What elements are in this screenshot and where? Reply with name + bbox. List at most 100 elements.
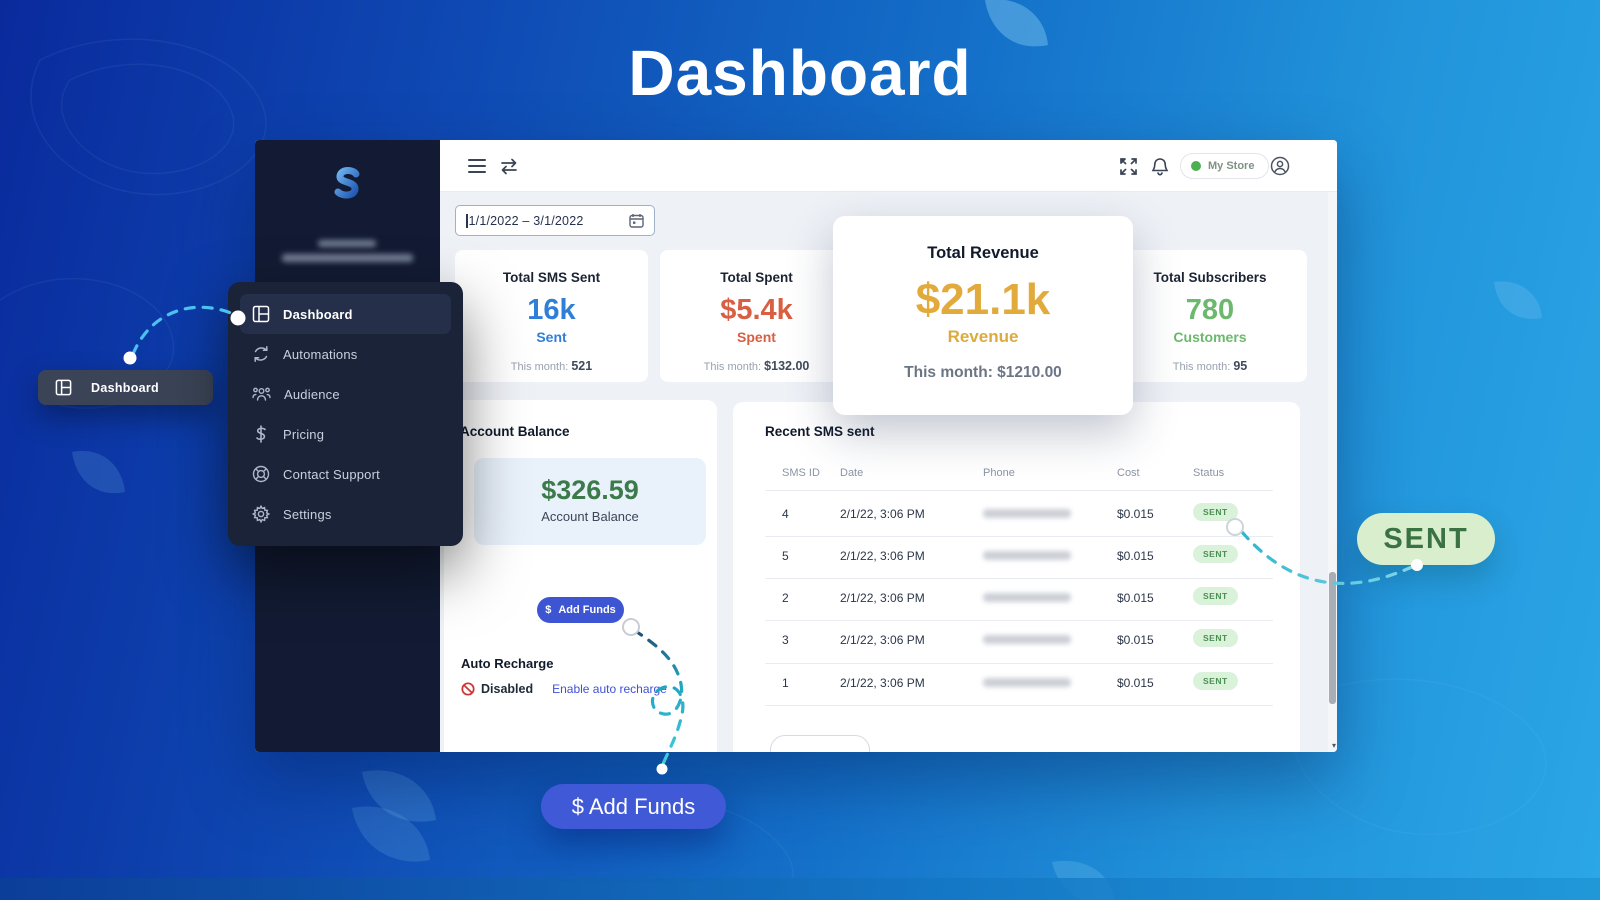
- date-range-input[interactable]: 1/1/2022 – 3/1/2022: [455, 205, 655, 236]
- status-badge: SENT: [1193, 503, 1238, 521]
- window-scrollbar[interactable]: ▾: [1328, 192, 1337, 752]
- swap-arrows-icon[interactable]: [497, 154, 521, 178]
- account-balance-card: Account Balance $326.59 Account Balance …: [444, 400, 717, 752]
- balance-heading: Account Balance: [460, 424, 570, 439]
- cell-cost: $0.015: [1117, 633, 1154, 647]
- callout-label: Dashboard: [91, 380, 159, 395]
- dashboard-icon: [252, 305, 270, 323]
- col-header-phone: Phone: [983, 467, 1015, 479]
- sidebar-item-pricing[interactable]: Pricing: [240, 414, 451, 454]
- cell-phone-blurred: [983, 551, 1071, 560]
- app-window: My Store 1/1/2022 – 3/1/2022 Total SMS S…: [255, 140, 1337, 752]
- stat-card-total-revenue: Total Revenue $21.1k Revenue This month:…: [833, 216, 1133, 415]
- bottom-accent-band: [0, 878, 1600, 900]
- status-badge: SENT: [1193, 587, 1238, 605]
- cell-sms-id: 1: [782, 676, 789, 690]
- stat-label: Customers: [1173, 329, 1247, 345]
- table-heading: Recent SMS sent: [765, 424, 875, 439]
- col-header-date: Date: [840, 467, 864, 479]
- store-label: My Store: [1208, 160, 1255, 172]
- pricing-icon: [256, 425, 266, 443]
- sidebar-item-label: Pricing: [283, 426, 325, 442]
- cell-cost: $0.015: [1117, 507, 1154, 521]
- disabled-icon: [461, 682, 475, 696]
- stat-title: Total Spent: [720, 270, 793, 285]
- sidebar-item-contact-support[interactable]: Contact Support: [240, 454, 451, 494]
- cell-sms-id: 4: [782, 507, 789, 521]
- cell-cost: $0.015: [1117, 549, 1154, 563]
- scrollbar-thumb[interactable]: [1329, 572, 1336, 704]
- auto-recharge-status-row: Disabled Enable auto recharge: [461, 682, 667, 696]
- calendar-icon[interactable]: [629, 213, 644, 228]
- stat-title: Total Revenue: [927, 244, 1039, 262]
- cell-cost: $0.015: [1117, 676, 1154, 690]
- cell-sms-id: 3: [782, 633, 789, 647]
- connector-dot: [656, 763, 668, 775]
- sent-callout-pill: SENT: [1357, 513, 1495, 565]
- table-row[interactable]: 3 2/1/22, 3:06 PM $0.015 SENT: [733, 620, 1300, 662]
- table-row[interactable]: 5 2/1/22, 3:06 PM $0.015 SENT: [733, 536, 1300, 578]
- cell-sms-id: 2: [782, 591, 789, 605]
- sidebar-item-label: Settings: [283, 506, 332, 522]
- dollar-icon: $: [545, 604, 552, 616]
- stat-value: 16k: [527, 294, 576, 326]
- sidebar-item-label: Contact Support: [283, 466, 380, 482]
- recent-sms-card: Recent SMS sent SMS ID Date Phone Cost S…: [733, 402, 1300, 752]
- load-more-button-partial[interactable]: [770, 735, 870, 752]
- add-funds-callout-button[interactable]: $ Add Funds: [541, 784, 726, 829]
- sidebar-item-automations[interactable]: Automations: [240, 334, 451, 374]
- cell-phone-blurred: [983, 509, 1071, 518]
- stat-label: Sent: [536, 329, 567, 345]
- stat-card-total-spent: Total Spent $5.4k Spent This month: $132…: [660, 250, 853, 382]
- stat-card-total-sms: Total SMS Sent 16k Sent This month: 521: [455, 250, 648, 382]
- audience-icon: [252, 387, 271, 401]
- store-selector[interactable]: My Store: [1180, 153, 1270, 179]
- status-label: Disabled: [481, 682, 534, 696]
- stat-value: $5.4k: [720, 294, 793, 326]
- account-icon[interactable]: [1268, 154, 1292, 178]
- sidebar-item-label: Audience: [284, 386, 340, 402]
- stat-value: 780: [1185, 294, 1235, 326]
- dash-line-dashboard: [131, 305, 238, 356]
- cell-cost: $0.015: [1117, 591, 1154, 605]
- stat-month: This month: 95: [1172, 359, 1248, 373]
- fullscreen-icon[interactable]: [1116, 154, 1140, 178]
- table-row[interactable]: 4 2/1/22, 3:06 PM $0.015 SENT: [733, 494, 1300, 536]
- callout-label: SENT: [1383, 522, 1469, 555]
- status-badge: SENT: [1193, 629, 1238, 647]
- scrollbar-down-arrow[interactable]: ▾: [1331, 741, 1336, 750]
- hamburger-menu-icon[interactable]: [465, 154, 489, 178]
- support-lifebuoy-icon: [252, 465, 270, 483]
- app-logo-icon: [334, 167, 360, 199]
- table-row[interactable]: 1 2/1/22, 3:06 PM $0.015 SENT: [733, 663, 1300, 705]
- sidebar-menu-panel: Dashboard Automations Audience Pricing C…: [228, 282, 463, 546]
- page-title: Dashboard: [628, 37, 972, 109]
- date-range-value: 1/1/2022 – 3/1/2022: [468, 213, 584, 228]
- col-header-status: Status: [1193, 467, 1225, 479]
- stat-label: Revenue: [947, 327, 1019, 346]
- topbar: My Store: [440, 140, 1337, 192]
- cell-date: 2/1/22, 3:06 PM: [840, 591, 925, 605]
- stat-month: This month: $132.00: [703, 359, 810, 373]
- table-row[interactable]: 2 2/1/22, 3:06 PM $0.015 SENT: [733, 578, 1300, 620]
- add-funds-button[interactable]: $ Add Funds: [537, 597, 624, 623]
- status-badge: SENT: [1193, 672, 1238, 690]
- sidebar-item-settings[interactable]: Settings: [240, 494, 451, 534]
- enable-auto-recharge-link[interactable]: Enable auto recharge: [552, 682, 667, 696]
- cell-date: 2/1/22, 3:06 PM: [840, 549, 925, 563]
- cell-phone-blurred: [983, 635, 1071, 644]
- sidebar-item-dashboard[interactable]: Dashboard: [240, 294, 451, 334]
- stat-month: This month: $1210.00: [904, 364, 1062, 381]
- status-badge: SENT: [1193, 545, 1238, 563]
- notifications-bell-icon[interactable]: [1148, 154, 1172, 178]
- balance-amount-label: Account Balance: [541, 509, 639, 524]
- sidebar-item-label: Dashboard: [283, 306, 353, 322]
- user-email-blurred: [282, 254, 413, 262]
- connector-dot: [123, 351, 137, 365]
- settings-gear-icon: [252, 505, 270, 523]
- sidebar-item-audience[interactable]: Audience: [240, 374, 451, 414]
- stat-label: Spent: [737, 329, 776, 345]
- cell-date: 2/1/22, 3:06 PM: [840, 507, 925, 521]
- content-area: 1/1/2022 – 3/1/2022 Total SMS Sent 16k S…: [440, 192, 1337, 752]
